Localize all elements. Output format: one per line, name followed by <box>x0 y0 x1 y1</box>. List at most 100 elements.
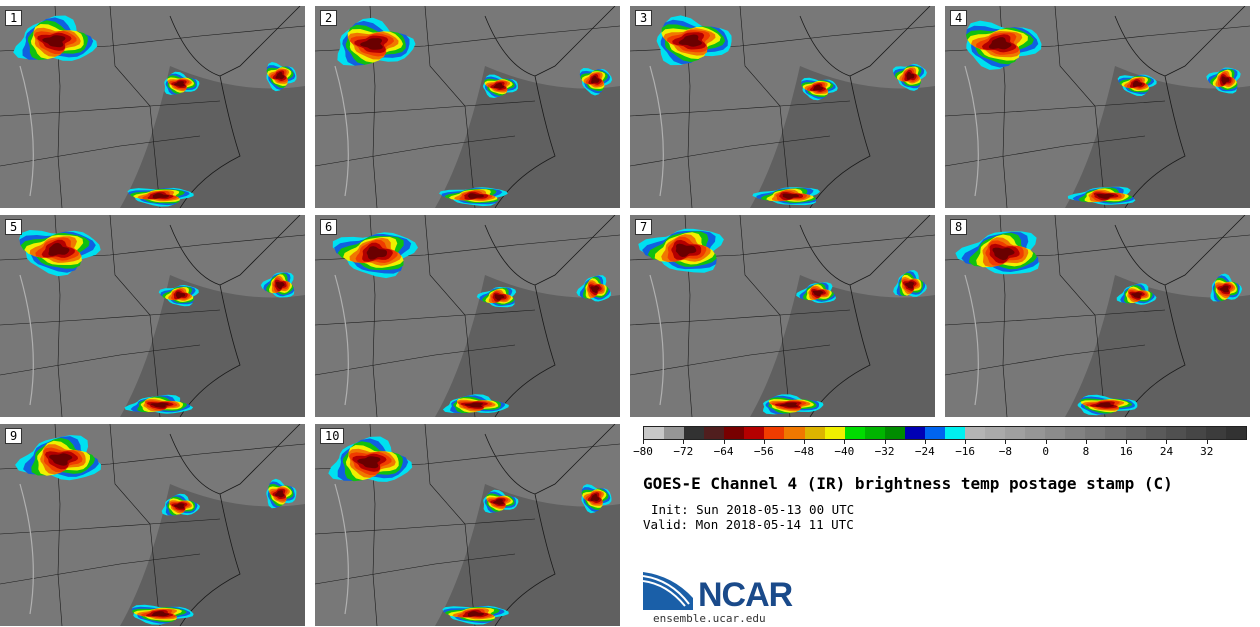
ir-map <box>630 215 935 417</box>
colorbar-tick-mark <box>844 440 846 444</box>
cloud-top-contour <box>1096 193 1115 199</box>
map-boundary <box>534 6 616 77</box>
postage-stamp-panel: 7 <box>630 215 935 417</box>
colorbar-tick-label: −16 <box>955 445 976 458</box>
map-boundary <box>19 483 34 615</box>
colorbar-tick-mark <box>1206 440 1208 444</box>
postage-stamp-panel: 8 <box>945 215 1250 417</box>
colorbar-segment <box>844 427 865 439</box>
colorbar-tick-mark <box>1126 440 1128 444</box>
map-boundary <box>109 424 161 626</box>
cloud-top-contour <box>1221 76 1230 85</box>
cloud-top-contour <box>779 402 799 408</box>
cloud-top-contour <box>812 290 824 297</box>
cloud-top-contour <box>1132 80 1143 87</box>
init-time: Init: Sun 2018-05-13 00 UTC <box>651 502 855 517</box>
map-boundary <box>0 309 221 326</box>
colorbar-tick-label: −64 <box>713 445 734 458</box>
map-boundary <box>334 65 349 197</box>
map-boundary <box>0 135 201 167</box>
map-boundary <box>315 518 536 535</box>
colorbar-segment <box>985 427 1006 439</box>
map-boundary <box>315 100 536 117</box>
colorbar-tick-mark <box>763 440 765 444</box>
colorbar-tick-mark <box>1045 440 1047 444</box>
ir-map <box>0 424 305 626</box>
colorbar-segment <box>1085 427 1106 439</box>
ocean-region <box>1065 66 1250 208</box>
ir-map <box>630 6 935 208</box>
member-number: 7 <box>635 219 653 235</box>
map-boundary <box>649 65 664 197</box>
map-boundary <box>1164 215 1246 286</box>
colorbar-tick-mark <box>723 440 725 444</box>
colorbar-segment <box>965 427 986 439</box>
colorbar-segment <box>824 427 845 439</box>
colorbar-tick-label: 24 <box>1159 445 1174 458</box>
colorbar-tick-label: −72 <box>673 445 694 458</box>
colorbar-segment <box>1065 427 1086 439</box>
colorbar-tick-label: −32 <box>874 445 895 458</box>
member-number: 5 <box>5 219 23 235</box>
cloud-top-contour <box>360 38 383 50</box>
map-boundary <box>219 6 301 77</box>
colorbar-segment <box>724 427 745 439</box>
colorbar-ticks: −80 −72 −64 −56 −48 −40 −32 −24 −16 −8 0 8 16 24 32 <box>633 440 1247 460</box>
colorbar-segment <box>924 427 945 439</box>
member-number: 1 <box>5 10 23 26</box>
colorbar-segment <box>1225 427 1246 439</box>
member-number: 6 <box>320 219 338 235</box>
map-boundary <box>1054 215 1106 417</box>
cloud-top-contour <box>591 75 600 84</box>
colorbar-tick-mark <box>1085 440 1087 444</box>
map-boundary <box>945 135 1146 167</box>
map-boundary <box>424 424 476 626</box>
cloud-top-contour <box>49 453 73 466</box>
colorbar-segment <box>884 427 905 439</box>
member-number: 2 <box>320 10 338 26</box>
ir-map <box>315 215 620 417</box>
map-boundary <box>534 215 616 286</box>
ir-map <box>945 6 1250 208</box>
map-boundary <box>534 424 616 495</box>
colorbar-tick-label: 16 <box>1119 445 1133 458</box>
ir-map <box>315 6 620 208</box>
map-boundary <box>0 100 221 117</box>
map-boundary <box>315 344 516 376</box>
ocean-region <box>435 275 620 417</box>
colorbar-segment <box>864 427 885 439</box>
colorbar-tick-label: −56 <box>753 445 774 458</box>
map-boundary <box>484 433 556 626</box>
colorbar-segment <box>1005 427 1026 439</box>
site-url[interactable]: ensemble.ucar.edu <box>653 612 766 625</box>
cloud-top-contour <box>357 456 381 469</box>
cloud-top-contour <box>464 402 484 408</box>
colorbar-segment <box>1045 427 1066 439</box>
cloud-top-contour <box>813 84 824 91</box>
cloud-top-contour <box>275 281 285 290</box>
colorbar-tick-label: −48 <box>794 445 814 458</box>
map-boundary <box>219 215 301 286</box>
colorbar-tick-label: −40 <box>834 445 855 458</box>
cloud-top-contour <box>675 243 697 257</box>
postage-stamp-panel: 6 <box>315 215 620 417</box>
figure-title: GOES-E Channel 4 (IR) brightness temp po… <box>643 474 1173 493</box>
colorbar-tick-mark <box>1166 440 1168 444</box>
cloud-top-contour <box>1131 292 1143 299</box>
cloud-top-contour <box>904 281 915 289</box>
ocean-region <box>120 484 305 626</box>
cloud-top-contour <box>992 247 1015 261</box>
map-boundary <box>424 215 476 417</box>
map-boundary <box>109 215 161 417</box>
cloud-top-contour <box>467 193 484 199</box>
map-boundary <box>169 433 241 626</box>
map-boundary <box>1114 15 1186 208</box>
member-number: 9 <box>5 428 23 444</box>
ncar-logo-text: NCAR <box>698 576 793 614</box>
ir-map <box>0 215 305 417</box>
cloud-top-contour <box>174 503 185 509</box>
map-boundary <box>219 424 301 495</box>
colorbar-tick-mark <box>884 440 886 444</box>
map-boundary <box>169 15 241 208</box>
map-boundary <box>964 274 979 406</box>
